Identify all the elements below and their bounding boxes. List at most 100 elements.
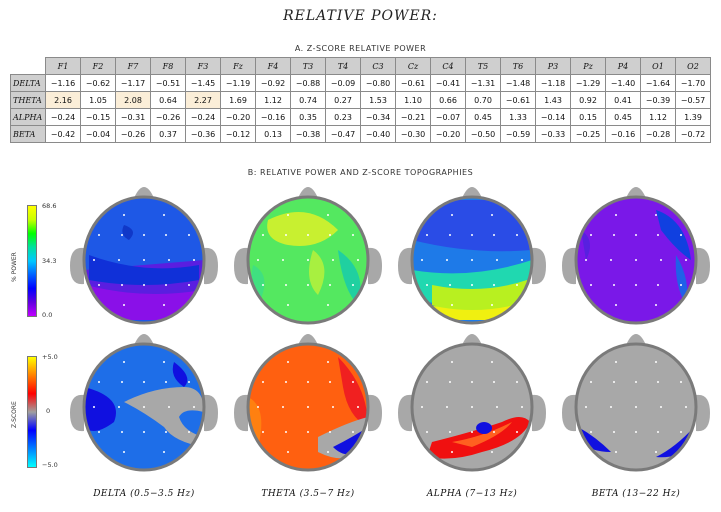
table-cell: −0.34 <box>360 108 396 126</box>
electrode-dot <box>285 284 287 286</box>
zscore-topomap-theta <box>234 334 382 472</box>
electrode-dot <box>590 431 592 433</box>
electrode-dot <box>98 381 100 383</box>
electrode-dot <box>613 381 615 383</box>
zscore-tick-mid: 0 <box>46 407 51 415</box>
right-ear <box>696 394 710 432</box>
table-cell: 1.53 <box>360 91 396 109</box>
column-header: Fz <box>220 57 256 75</box>
electrode-dot <box>307 406 309 408</box>
electrode-dot <box>613 284 615 286</box>
electrode-dot <box>163 214 165 216</box>
left-ear <box>398 247 412 285</box>
electrode-dot <box>287 304 289 306</box>
table-cell: −0.21 <box>395 108 431 126</box>
table-cell: −0.51 <box>150 74 186 92</box>
table-cell: −0.59 <box>500 125 536 143</box>
table-cell: −0.62 <box>80 74 116 92</box>
electrode-dot <box>590 381 592 383</box>
column-header: O2 <box>675 57 711 75</box>
electrode-dot <box>329 381 331 383</box>
table-cell: −0.42 <box>45 125 81 143</box>
electrode-dot <box>327 361 329 363</box>
column-header: F2 <box>80 57 116 75</box>
scalp-region <box>124 387 204 447</box>
column-header: F1 <box>45 57 81 75</box>
table-cell: 0.23 <box>325 108 361 126</box>
electrode-dot <box>471 431 473 433</box>
head-outline <box>246 342 370 472</box>
table-cell: −0.26 <box>150 108 186 126</box>
scalp-region <box>581 230 590 260</box>
electrode-dot <box>493 284 495 286</box>
electrode-dot <box>123 304 125 306</box>
electrode-dot <box>585 406 587 408</box>
electrode-dot <box>98 234 100 236</box>
electrode-dot <box>352 234 354 236</box>
electrode-dot <box>590 284 592 286</box>
electrode-dot <box>491 214 493 216</box>
zscore-tick-max: +5.0 <box>42 353 58 361</box>
electrode-dot <box>491 361 493 363</box>
electrode-dot <box>143 234 145 236</box>
electrode-dot <box>635 284 637 286</box>
left-ear <box>562 394 576 432</box>
electrode-dot <box>585 259 587 261</box>
table-cell: −0.61 <box>500 91 536 109</box>
electrode-dot <box>615 361 617 363</box>
electrode-dot <box>493 381 495 383</box>
electrode-dot <box>329 284 331 286</box>
electrode-dot <box>635 381 637 383</box>
electrode-dot <box>657 234 659 236</box>
electrode-dot <box>93 259 95 261</box>
electrode-dot <box>98 284 100 286</box>
table-cell: −0.30 <box>395 125 431 143</box>
electrode-dot <box>493 234 495 236</box>
column-header: P4 <box>605 57 641 75</box>
table-cell: −1.70 <box>675 74 711 92</box>
electrode-dot <box>143 284 145 286</box>
right-ear <box>368 247 382 285</box>
column-header: T3 <box>290 57 326 75</box>
electrode-dot <box>285 431 287 433</box>
table-cell: −0.36 <box>185 125 221 143</box>
zscore-table: F1 F2 F7 F8 F3 Fz F4 T3 T4 C3 Cz C4 T5 T6 P3 Pz P4 O1 O2 D… <box>10 57 711 143</box>
electrode-dot <box>285 381 287 383</box>
electrode-dot <box>660 406 662 408</box>
electrode-dot <box>327 451 329 453</box>
table-corner-cell <box>10 57 46 75</box>
electrode-dot <box>655 361 657 363</box>
electrode-dot <box>471 406 473 408</box>
table-cell: −1.17 <box>115 74 151 92</box>
table-cell: −0.24 <box>185 108 221 126</box>
table-cell: 1.05 <box>80 91 116 109</box>
electrode-dot <box>143 259 145 261</box>
table-cell: −1.31 <box>465 74 501 92</box>
table-cell: 2.27 <box>185 91 221 109</box>
table-cell: 0.92 <box>570 91 606 109</box>
electrode-dot <box>282 259 284 261</box>
electrode-dot <box>307 284 309 286</box>
electrode-dot <box>165 284 167 286</box>
right-ear <box>368 394 382 432</box>
electrode-dot <box>685 406 687 408</box>
table-cell: 0.64 <box>150 91 186 109</box>
electrode-dot <box>165 234 167 236</box>
power-topomap-delta <box>70 187 218 325</box>
electrode-dot <box>193 259 195 261</box>
electrode-dot <box>262 284 264 286</box>
electrode-dot <box>516 381 518 383</box>
electrode-dot <box>516 431 518 433</box>
table-cell: 1.39 <box>675 108 711 126</box>
electrode-dot <box>262 381 264 383</box>
electrode-dot <box>287 361 289 363</box>
table-cell: −0.20 <box>220 108 256 126</box>
electrode-dot <box>193 406 195 408</box>
column-header: C3 <box>360 57 396 75</box>
electrode-dot <box>163 304 165 306</box>
electrode-dot <box>143 431 145 433</box>
electrode-dot <box>657 381 659 383</box>
electrode-dot <box>121 431 123 433</box>
electrode-dot <box>635 406 637 408</box>
table-cell: −0.04 <box>80 125 116 143</box>
